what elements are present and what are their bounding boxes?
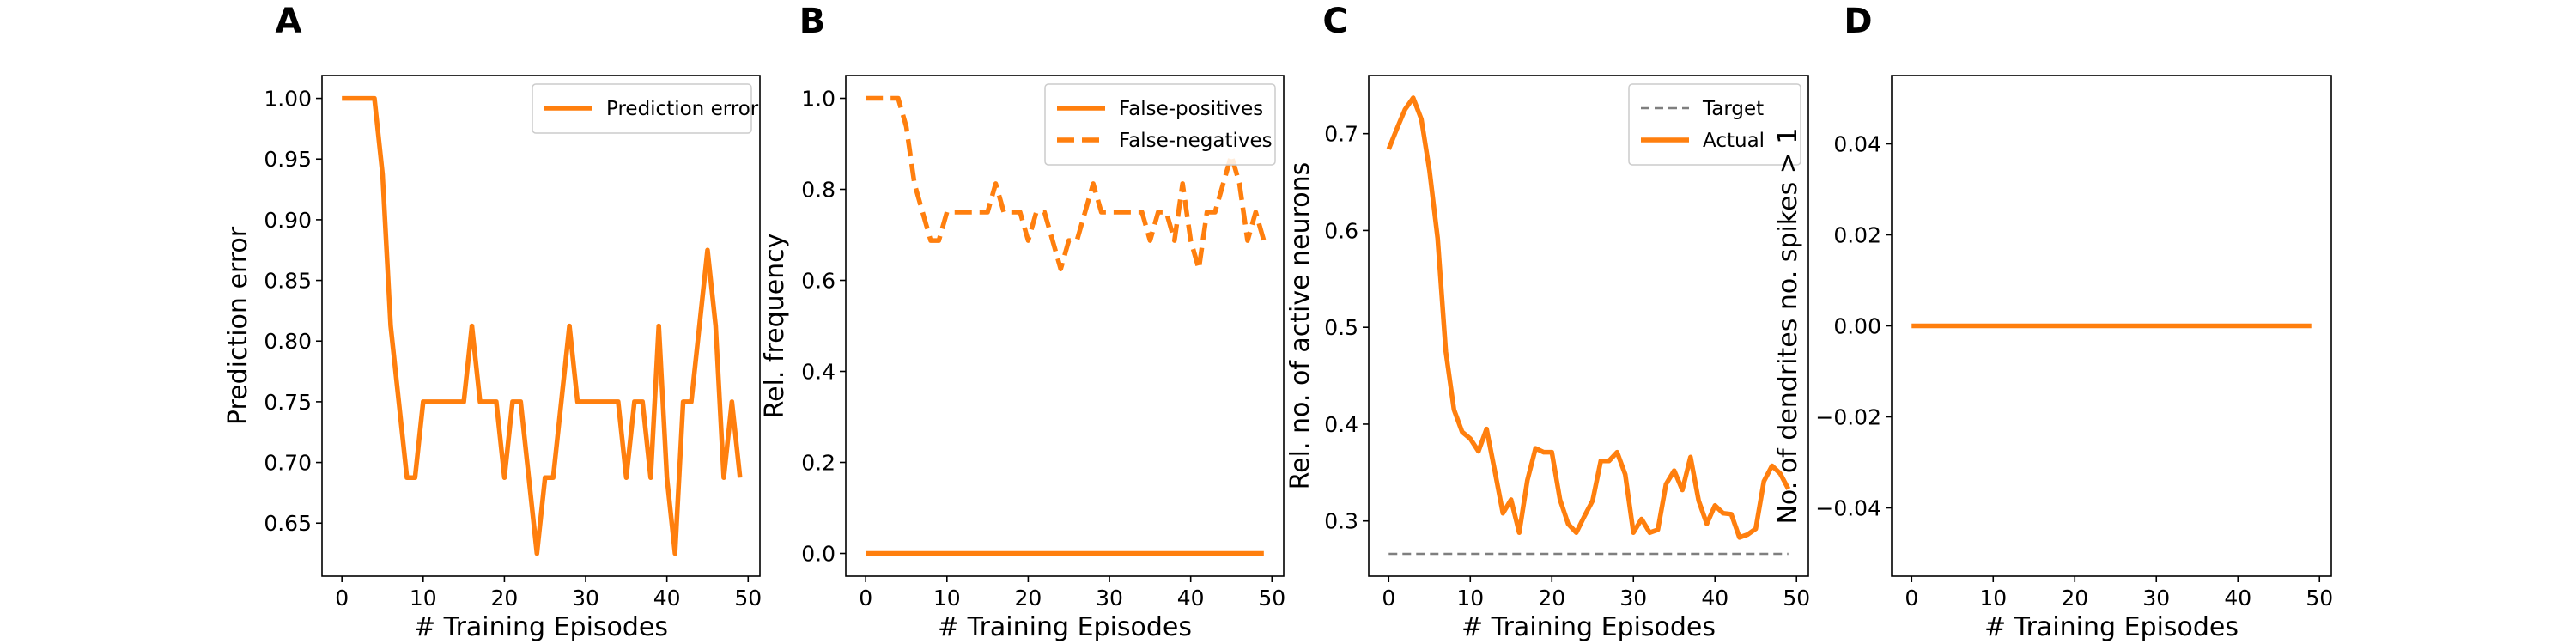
y-tick-label: 0.70 (264, 451, 312, 476)
x-tick-label: 40 (653, 586, 681, 611)
x-axis-label: # Training Episodes (1984, 612, 2239, 642)
y-tick-label: 0.95 (264, 147, 312, 172)
legend: Prediction error (532, 83, 759, 134)
x-tick-label: 10 (1979, 586, 2007, 611)
panel-letter: D (1844, 2, 1872, 41)
y-tick-label: 0.3 (1324, 509, 1358, 534)
x-tick-label: 0 (335, 586, 349, 611)
plot-frame (1891, 75, 2332, 577)
x-tick-label: 50 (734, 586, 762, 611)
x-tick-label: 50 (1783, 586, 1810, 611)
y-axis-label: Rel. no. of active neurons (1285, 162, 1315, 490)
panel-d: D 0 10 20 30 40 50 −0.04 −0.02 0.00 0.02 0.04 # Trai… (1773, 2, 2333, 642)
legend: Target Actual (1628, 83, 1801, 166)
panel-letter: A (276, 2, 302, 41)
series-line-false-negatives (866, 95, 1267, 271)
plot-frame (321, 75, 761, 577)
panel-letter: C (1322, 2, 1347, 41)
y-tick-label: −0.02 (1815, 405, 1881, 430)
y-tick-label: −0.04 (1815, 496, 1881, 521)
series-line-prediction-error (342, 95, 743, 556)
legend-label: False-negatives (1119, 130, 1273, 152)
x-tick-label: 40 (1177, 586, 1205, 611)
y-tick-label: 0.04 (1833, 132, 1881, 157)
legend-box (1044, 83, 1276, 166)
y-tick-label: 0.0 (801, 542, 835, 567)
y-tick-label: 0.5 (1324, 315, 1358, 340)
y-tick-label: 0.00 (1833, 314, 1881, 339)
legend-box (1628, 83, 1801, 166)
y-tick-label: 0.65 (264, 511, 312, 536)
x-tick-label: 30 (2142, 586, 2170, 611)
y-axis-label: Prediction error (223, 226, 253, 425)
y-tick-label: 0.80 (264, 329, 312, 354)
x-tick-label: 20 (2061, 586, 2088, 611)
x-tick-label: 10 (933, 586, 961, 611)
x-tick-label: 20 (1538, 586, 1565, 611)
y-tick-label: 0.85 (264, 269, 312, 294)
legend-label: False-positives (1119, 98, 1263, 120)
x-axis-label: # Training Episodes (414, 612, 668, 642)
x-tick-label: 40 (2224, 586, 2251, 611)
legend-label: Target (1702, 98, 1764, 120)
x-tick-label: 50 (2306, 586, 2333, 611)
y-tick-label: 0.8 (801, 178, 835, 203)
y-tick-label: 1.00 (264, 87, 312, 112)
x-axis-label: # Training Episodes (938, 612, 1192, 642)
x-tick-label: 40 (1701, 586, 1728, 611)
y-tick-label: 0.4 (1324, 412, 1358, 437)
legend-label: Prediction error (606, 98, 759, 120)
y-tick-label: 0.6 (1324, 218, 1358, 243)
x-tick-label: 30 (572, 586, 599, 611)
x-tick-label: 10 (410, 586, 437, 611)
x-tick-label: 50 (1258, 586, 1285, 611)
plot-frame (1368, 75, 1809, 577)
x-tick-label: 20 (491, 586, 519, 611)
x-tick-label: 30 (1619, 586, 1647, 611)
legend-box (532, 83, 752, 134)
x-tick-label: 10 (1456, 586, 1484, 611)
panel-a: A 0 10 20 30 40 50 0.65 0.70 0.75 0.80 0.85 0.90 0.95… (223, 2, 762, 642)
series-line-actual (1386, 95, 1791, 540)
y-tick-label: 0.6 (801, 269, 835, 294)
legend-label: Actual (1703, 130, 1765, 152)
y-tick-label: 0.90 (264, 208, 312, 233)
y-tick-label: 0.2 (801, 451, 835, 476)
x-tick-label: 0 (1382, 586, 1395, 611)
panel-b: B 0 10 20 30 40 50 0.0 0.2 0.4 0.6 0.8 1.0 # Training… (760, 2, 1285, 642)
x-tick-label: 20 (1015, 586, 1042, 611)
panel-c: C 0 10 20 30 40 50 0.3 0.4 0.5 0.6 0.7 # Training Ep… (1285, 2, 1810, 642)
x-tick-label: 0 (859, 586, 872, 611)
plot-frame (845, 75, 1285, 577)
x-tick-label: 30 (1096, 586, 1123, 611)
y-tick-label: 0.02 (1833, 223, 1881, 248)
x-axis-label: # Training Episodes (1461, 612, 1716, 642)
legend: False-positives False-negatives (1044, 83, 1276, 166)
y-tick-label: 0.4 (801, 360, 835, 385)
y-axis-label: Rel. frequency (760, 234, 790, 419)
y-tick-label: 0.75 (264, 390, 312, 415)
y-axis-label: No. of dendrites no. spikes > 1 (1773, 127, 1803, 524)
y-tick-label: 1.0 (801, 87, 835, 112)
panel-letter: B (799, 2, 826, 41)
y-tick-label: 0.7 (1324, 122, 1358, 147)
x-tick-label: 0 (1905, 586, 1918, 611)
